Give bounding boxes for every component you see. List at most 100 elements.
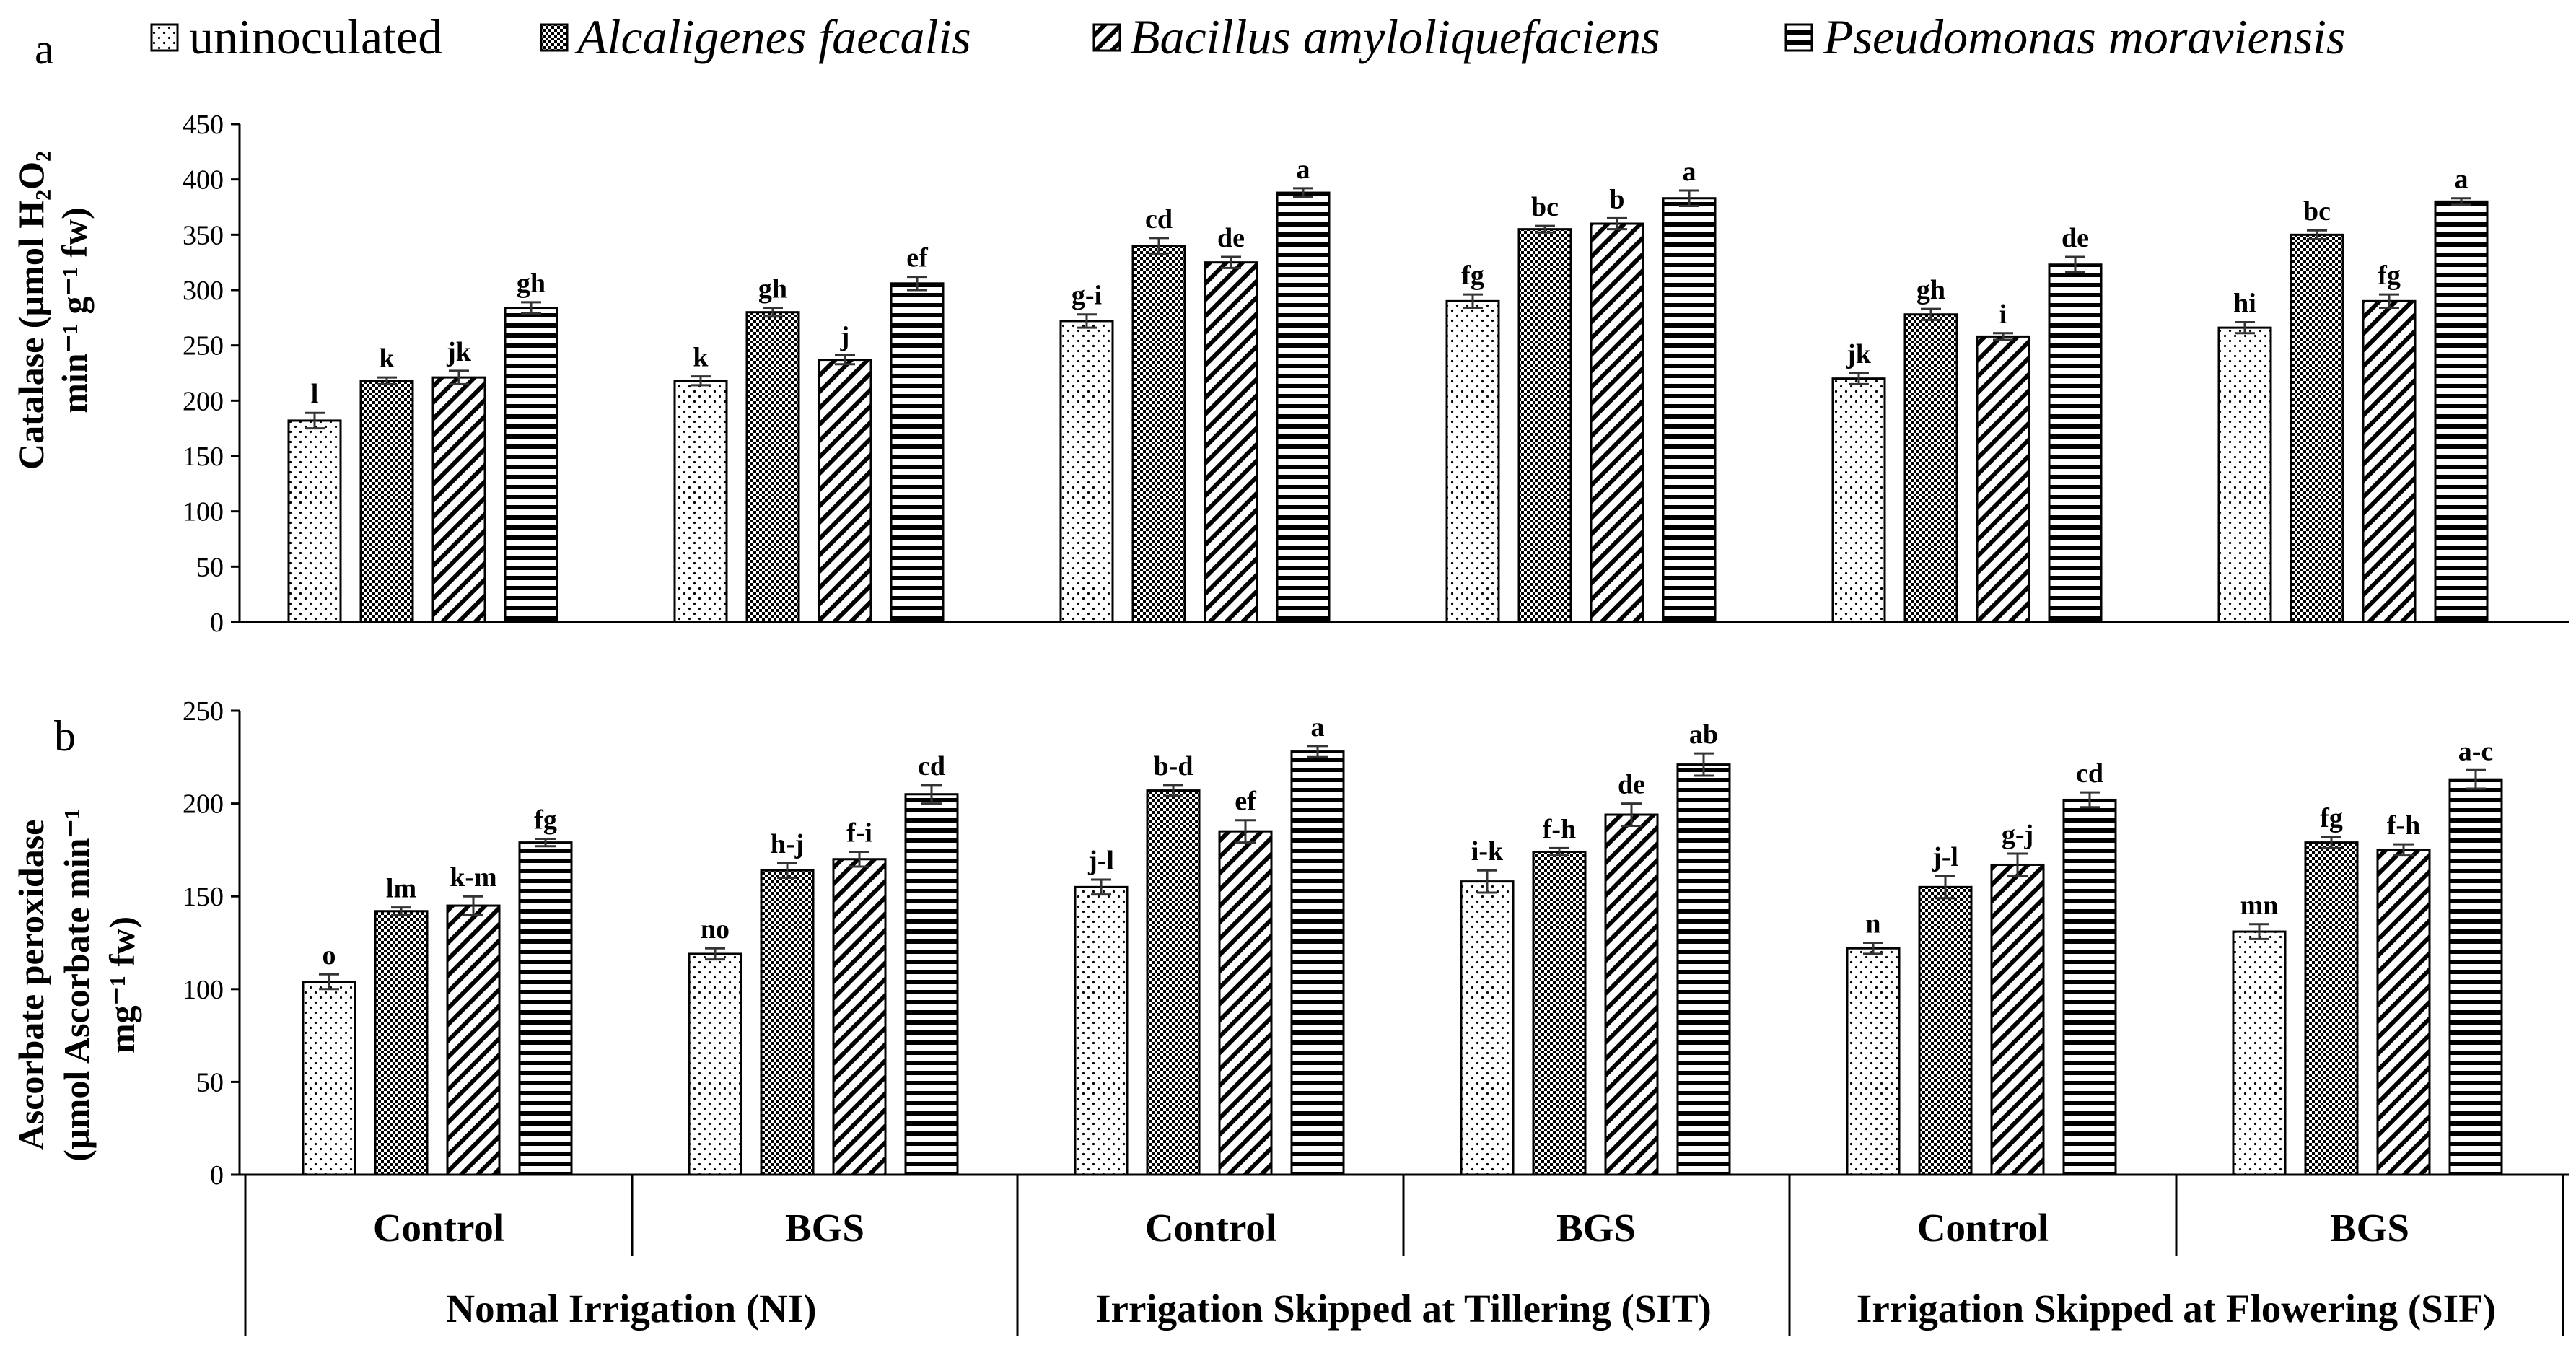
panel-a-sig-label-pseudomonas-5: de	[2062, 223, 2089, 253]
panel-a-error-bar-bacillus-5	[1993, 332, 2013, 341]
panel-b-sig-label-bacillus-4: de	[1618, 770, 1645, 800]
panel-b-error-bar-uninoculated-5	[1863, 942, 1883, 955]
panel-b-bar-uninoculated-2	[688, 952, 742, 1176]
panel-b-ytick-label-100: 100	[183, 975, 224, 1005]
panel-a-error-bar-pseudomonas-2	[907, 276, 927, 292]
panel-b-error-bar-uninoculated-3	[1091, 878, 1111, 896]
panel-b-bar-alcaligenes-3	[1146, 789, 1201, 1176]
panel-a-error-bar-alcaligenes-3	[1149, 237, 1169, 255]
panel-a-sig-label-alcaligenes-6: bc	[2303, 196, 2331, 227]
sub-label-sif-bgs: BGS	[2330, 1206, 2409, 1250]
panel-a-ytick-label-300: 300	[183, 276, 224, 306]
panel-b-bar-bacillus-5	[1990, 863, 2045, 1176]
panel-b-bar-bacillus-6	[2376, 849, 2431, 1176]
panel-b-bar-alcaligenes-6	[2304, 841, 2359, 1176]
panel-b-sig-label-alcaligenes-1: lm	[386, 874, 416, 904]
panel-a-ytick-label-150: 150	[183, 442, 224, 472]
panel-a-error-bar-uninoculated-4	[1463, 293, 1483, 310]
panel-a-bar-alcaligenes-2	[745, 311, 800, 623]
panel-a-sig-label-uninoculated-4: fg	[1461, 260, 1484, 291]
panel-b-bar-uninoculated-4	[1460, 880, 1515, 1176]
legend-label-pseudomonas: Pseudomonas moraviensis	[1823, 9, 2345, 64]
panel-b-sig-label-bacillus-5: g-j	[2002, 820, 2033, 850]
panel-b-sig-label-pseudomonas-6: a-c	[2458, 736, 2494, 766]
panel-b-bar-alcaligenes-1	[374, 910, 429, 1176]
panel-a-error-bar-pseudomonas-5	[2065, 255, 2085, 273]
panel-b-sig-label-alcaligenes-4: f-h	[1543, 814, 1576, 844]
panel-a-bar-uninoculated-6	[2217, 326, 2272, 623]
panel-b-sig-label-uninoculated-6: mn	[2240, 890, 2279, 921]
panel-b-bar-alcaligenes-2	[760, 869, 815, 1176]
panel-b-bar-pseudomonas-6	[2448, 778, 2503, 1176]
panel-a-error-bar-uninoculated-1	[305, 411, 325, 430]
panel-a-error-bar-bacillus-4	[1607, 216, 1627, 231]
panel-a-bar-bacillus-6	[2362, 299, 2417, 623]
panel-b-error-bar-uninoculated-1	[319, 973, 339, 991]
panel-b-error-bar-pseudomonas-1	[535, 837, 556, 848]
panel-b-error-bar-bacillus-6	[2393, 843, 2414, 857]
panel-a-bar-alcaligenes-3	[1131, 245, 1186, 623]
panel-a-error-bar-alcaligenes-1	[377, 376, 397, 385]
panel-b-bar-bacillus-3	[1218, 830, 1273, 1176]
panel-b-bar-uninoculated-3	[1074, 885, 1129, 1176]
panel-b-sig-label-uninoculated-1: o	[323, 940, 336, 971]
panel-b-sig-label-pseudomonas-5: cd	[2076, 758, 2103, 789]
panel-b-sig-label-bacillus-1: k-m	[450, 862, 496, 893]
legend-swatch-alcaligenes	[540, 23, 569, 52]
panel-b-error-bar-uninoculated-4	[1477, 869, 1497, 894]
panel-a-error-bar-alcaligenes-6	[2307, 229, 2327, 240]
panel-b-sig-label-pseudomonas-2: cd	[918, 751, 945, 781]
panel-a-sig-label-pseudomonas-4: a	[1683, 157, 1696, 187]
panel-a-error-bar-bacillus-3	[1221, 255, 1241, 269]
sub-label-sif-control: Control	[1917, 1206, 2049, 1250]
panel-a-sig-label-alcaligenes-3: cd	[1145, 204, 1173, 235]
panel-a-bar-alcaligenes-1	[359, 380, 414, 623]
panel-a-sig-label-bacillus-2: j	[840, 321, 850, 351]
panel-a-sig-label-uninoculated-1: l	[311, 379, 319, 409]
panel-a-error-bar-alcaligenes-2	[763, 307, 783, 318]
panel-a-ytick-label-50: 50	[196, 552, 224, 582]
panel-b-bar-bacillus-1	[446, 904, 501, 1176]
panel-b-error-bar-bacillus-5	[2007, 852, 2028, 877]
panel-a-bar-bacillus-3	[1204, 261, 1258, 623]
panel-b-ylabel-line1: Ascorbate peroxidase	[11, 820, 51, 1151]
panel-a-error-bar-alcaligenes-5	[1921, 307, 1941, 321]
panel-b-bar-pseudomonas-1	[518, 841, 573, 1176]
sub-label-sit-control: Control	[1145, 1206, 1276, 1250]
panel-b-bar-pseudomonas-2	[904, 793, 959, 1176]
panel-b-sig-label-alcaligenes-5: j-l	[1932, 842, 1958, 872]
panel-a-error-bar-alcaligenes-4	[1535, 224, 1555, 234]
panel-b-sig-label-uninoculated-2: no	[701, 914, 730, 945]
sub-label-ni-control: Control	[373, 1206, 504, 1250]
panel-b-bar-bacillus-4	[1604, 813, 1659, 1176]
panel-a-bar-pseudomonas-4	[1662, 197, 1717, 623]
panel-a-bar-bacillus-5	[1976, 335, 2030, 623]
panel-a-sig-label-bacillus-6: fg	[2378, 260, 2401, 291]
panel-label-a: a	[35, 25, 54, 73]
panel-b-sig-label-pseudomonas-1: fg	[534, 805, 557, 835]
panel-b-bar-uninoculated-6	[2232, 930, 2287, 1176]
panel-a-ytick-label-200: 200	[183, 386, 224, 416]
panel-a-ytick-label-450: 450	[183, 110, 224, 140]
panel-a-bar-uninoculated-2	[673, 380, 728, 623]
panel-b-bar-pseudomonas-4	[1676, 763, 1731, 1176]
panel-a-sig-label-uninoculated-5: jk	[1846, 339, 1872, 369]
panel-a-sig-label-pseudomonas-2: ef	[906, 243, 929, 273]
panel-b-plot: 0 50 100 150 200 250 o lm k-m fg no h-j f-i cd j-l b-d e…	[183, 696, 2569, 1191]
panel-a-ytick-label-250: 250	[183, 331, 224, 362]
panel-a-bar-pseudomonas-6	[2434, 200, 2489, 623]
panel-b-sig-label-uninoculated-3: j-l	[1087, 846, 1114, 876]
sub-label-ni-bgs: BGS	[785, 1206, 864, 1250]
panel-a-error-bar-pseudomonas-4	[1679, 189, 1699, 207]
panel-a-error-bar-bacillus-1	[449, 369, 469, 385]
panel-b-bar-alcaligenes-4	[1532, 850, 1587, 1176]
panel-a-error-bar-pseudomonas-1	[521, 301, 541, 315]
panel-b-error-bar-alcaligenes-2	[777, 862, 797, 879]
panel-a-bar-uninoculated-3	[1059, 320, 1114, 623]
sub-label-sit-bgs: BGS	[1556, 1206, 1636, 1250]
panel-b-sig-label-uninoculated-4: i-k	[1471, 836, 1504, 867]
panel-b-bar-uninoculated-1	[302, 981, 356, 1176]
panel-b-error-bar-alcaligenes-5	[1935, 875, 1955, 900]
x-category-table: Control BGS Control BGS Control BGS Noma…	[240, 1173, 2569, 1336]
panel-a-sig-label-bacillus-5: i	[1999, 299, 2007, 330]
